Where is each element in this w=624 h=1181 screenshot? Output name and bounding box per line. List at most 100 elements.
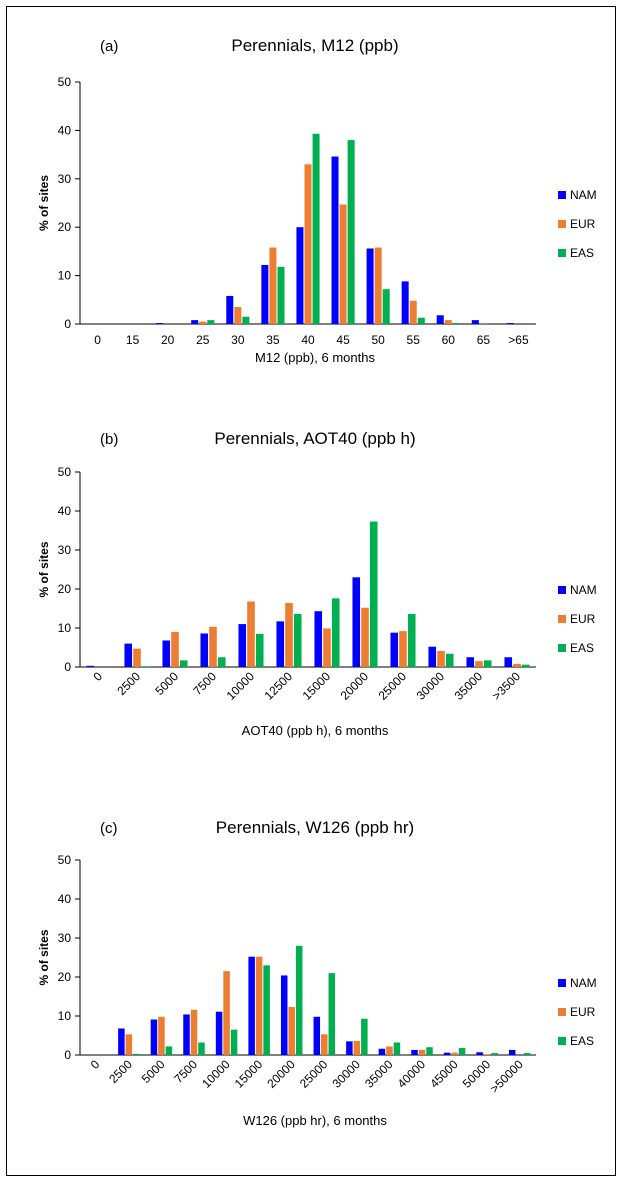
x-tick-label: 40000	[395, 1057, 429, 1091]
y-tick-label: 20	[58, 220, 72, 234]
x-tick-label: 50	[371, 333, 385, 347]
y-tick-label: 0	[64, 317, 71, 331]
bar-nam	[428, 646, 437, 667]
bar-eas	[293, 613, 302, 667]
x-tick-label: 7500	[171, 1057, 200, 1086]
x-tick-label: 20000	[338, 669, 372, 703]
x-tick-label: 25000	[297, 1057, 331, 1091]
bar-nam	[366, 248, 374, 324]
y-tick-label: 30	[58, 172, 72, 186]
legend-swatch-nam	[558, 191, 566, 199]
bar-eas	[217, 657, 226, 667]
chart-title: Perennials, W126 (ppb hr)	[216, 818, 414, 837]
bar-eas	[523, 1053, 531, 1055]
bar-eur	[234, 307, 242, 324]
bar-eur	[304, 164, 312, 324]
legend-swatch-eur	[558, 220, 566, 228]
bar-nam	[215, 1011, 223, 1055]
x-tick-label: 15	[126, 333, 140, 347]
bar-eas	[393, 1042, 401, 1055]
bar-nam	[401, 281, 409, 324]
bar-nam	[506, 323, 514, 324]
legend-swatch-eas	[558, 1037, 566, 1045]
x-tick-label: 12500	[262, 669, 296, 703]
legend-swatch-eur	[558, 1008, 566, 1016]
y-tick-label: 20	[58, 582, 72, 596]
x-tick-label: >50000	[487, 1057, 526, 1096]
x-tick-label: 60	[442, 333, 456, 347]
x-tick-label: 55	[407, 333, 421, 347]
bar-eas	[417, 317, 425, 324]
x-tick-label: 30000	[414, 669, 448, 703]
x-tick-label: 45	[336, 333, 350, 347]
x-tick-label: 35000	[452, 669, 486, 703]
legend-swatch-eas	[558, 644, 566, 652]
x-tick-label: >3500	[489, 669, 523, 703]
bar-nam	[346, 1041, 353, 1055]
bar-nam	[314, 611, 323, 667]
bar-eas	[369, 521, 378, 667]
figure-frame: (a) Perennials, M12 (ppb) 0 10 20 30 40 50 % of …	[6, 6, 616, 1176]
x-tick-label: 25000	[376, 669, 410, 703]
bar-eas	[331, 598, 340, 667]
x-tick-label: 2500	[106, 1057, 135, 1086]
bar-eur	[437, 651, 445, 667]
bar-eur	[288, 1007, 295, 1055]
bar-eas	[165, 1046, 173, 1055]
bar-eas	[361, 1018, 368, 1055]
x-tick-label: 65	[477, 333, 491, 347]
bar-eur	[171, 631, 179, 667]
legend-label-eur: EUR	[570, 217, 596, 231]
bar-nam	[436, 315, 444, 324]
bar-eur	[418, 1049, 426, 1055]
x-tick-label: 15000	[300, 669, 334, 703]
y-tick-label: 0	[64, 1048, 71, 1062]
bar-eur	[190, 1009, 198, 1055]
y-tick-label: 40	[58, 123, 72, 137]
bar-eur	[386, 1046, 393, 1055]
bar-eur	[158, 1016, 165, 1055]
bar-nam	[443, 1052, 451, 1055]
x-tick-label: 20	[161, 333, 175, 347]
x-tick-label: 5000	[139, 1057, 168, 1086]
bar-eur	[361, 607, 369, 667]
bar-nam	[471, 320, 479, 324]
bar-eur	[269, 247, 277, 324]
bar-eas	[255, 633, 264, 667]
bar-eur	[247, 601, 255, 667]
x-tick-label: 15000	[232, 1057, 266, 1091]
y-tick-label: 40	[58, 504, 72, 518]
bar-nam	[261, 264, 269, 324]
bar-eur	[323, 628, 331, 667]
bar-nam	[352, 577, 361, 667]
legend-label-nam: NAM	[570, 583, 597, 597]
bar-eas	[141, 666, 150, 667]
bar-nam	[124, 643, 133, 667]
bar-nam	[466, 657, 475, 667]
bar-nam	[276, 621, 285, 667]
bar-nam	[248, 956, 255, 1055]
bar-nam	[183, 1014, 190, 1055]
bar-eas	[426, 1047, 433, 1055]
legend-label-nam: NAM	[570, 976, 597, 990]
x-tick-label: 5000	[152, 669, 181, 698]
chart-panel-b: (b) Perennials, AOT40 (ppb h) 0 10 20 30 40 50%…	[37, 429, 597, 738]
y-tick-label: 50	[58, 75, 72, 89]
x-tick-label: 0	[94, 333, 101, 347]
bar-nam	[313, 1016, 321, 1055]
bar-eur	[339, 204, 347, 324]
bar-eur	[321, 1034, 328, 1055]
legend-swatch-nam	[558, 979, 566, 987]
bar-eas	[312, 133, 320, 324]
bar-eas	[382, 289, 390, 324]
y-tick-label: 40	[58, 892, 72, 906]
bar-eas	[521, 664, 530, 667]
bar-eur	[255, 956, 263, 1055]
bar-nam	[86, 665, 95, 667]
figure-canvas: (a) Perennials, M12 (ppb) 0 10 20 30 40 50 % of …	[37, 36, 597, 1128]
legend-label-nam: NAM	[570, 188, 597, 202]
chart-title: Perennials, AOT40 (ppb h)	[214, 429, 415, 448]
x-tick-label: 25	[196, 333, 210, 347]
x-tick-label: 45000	[427, 1057, 461, 1091]
x-axis-label: AOT40 (ppb h), 6 months	[242, 723, 389, 738]
